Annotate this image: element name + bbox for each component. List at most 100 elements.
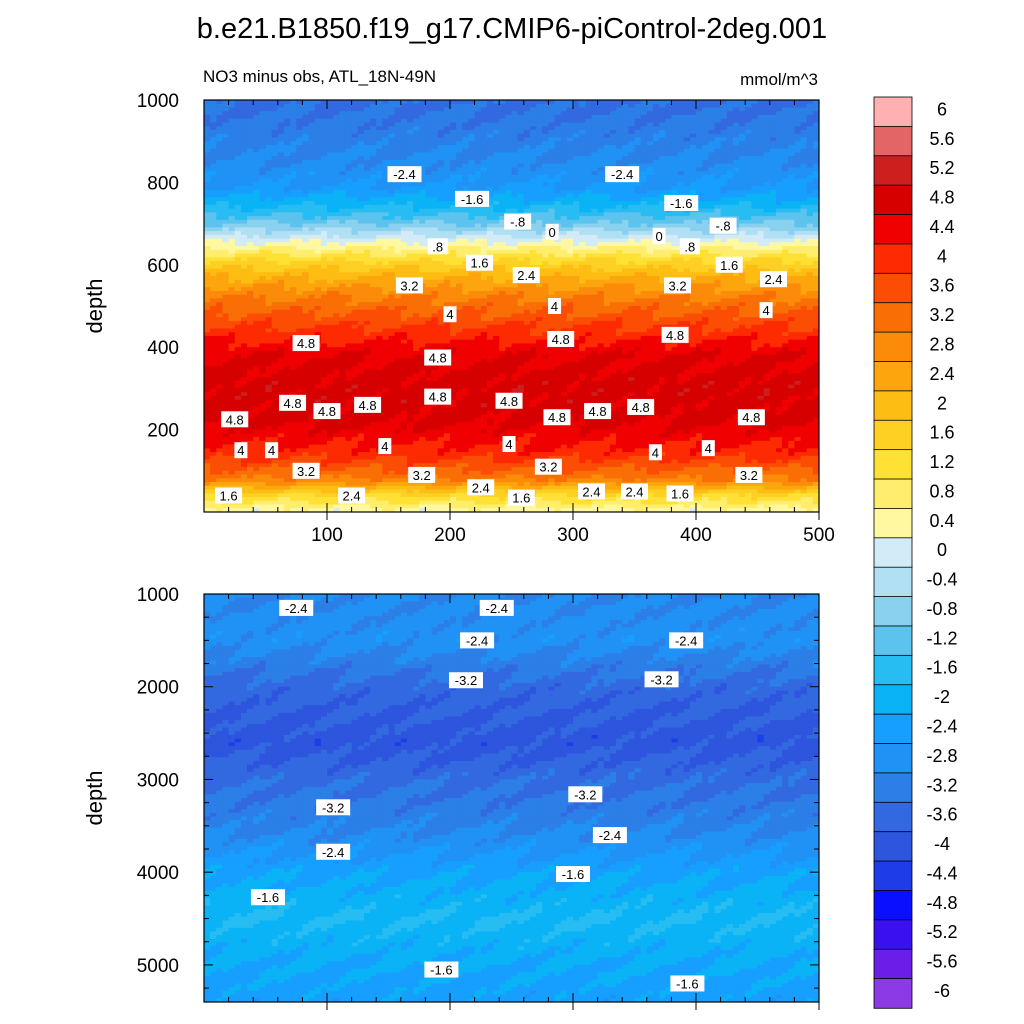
upper-cell <box>406 144 414 150</box>
upper-cell <box>702 152 709 157</box>
upper-cell <box>554 249 562 255</box>
upper-cell <box>616 126 623 131</box>
upper-cell <box>523 156 531 161</box>
upper-cell <box>659 264 666 270</box>
upper-cell <box>253 212 260 217</box>
upper-cell <box>671 186 679 191</box>
upper-cell <box>468 114 476 120</box>
upper-cell <box>253 249 260 255</box>
upper-cell <box>505 141 513 146</box>
upper-cell <box>388 268 396 273</box>
upper-cell <box>806 234 814 240</box>
upper-cell <box>370 111 377 116</box>
upper-cell <box>456 156 463 161</box>
upper-cell <box>437 212 445 217</box>
upper-cell <box>554 276 562 281</box>
upper-cell <box>726 208 734 213</box>
upper-cell <box>708 253 716 258</box>
upper-cell <box>296 279 303 285</box>
upper-cell <box>308 182 316 187</box>
upper-cell <box>253 268 260 273</box>
upper-cell <box>616 212 623 217</box>
upper-cell <box>794 201 802 206</box>
upper-cell <box>566 201 574 206</box>
upper-cell <box>320 189 328 195</box>
upper-cell <box>812 193 819 198</box>
upper-cell <box>320 238 328 243</box>
upper-cell <box>382 156 390 161</box>
upper-cell <box>493 174 500 180</box>
upper-cell <box>548 238 556 243</box>
upper-cell <box>363 111 371 116</box>
upper-cell <box>806 144 814 150</box>
upper-cell <box>308 118 316 124</box>
upper-cell <box>800 126 808 131</box>
upper-cell <box>782 100 789 105</box>
upper-cell <box>548 114 556 120</box>
upper-cell <box>222 189 230 195</box>
upper-cell <box>210 234 217 240</box>
upper-cell <box>277 268 285 273</box>
upper-cell <box>517 186 525 191</box>
upper-cell <box>302 148 310 154</box>
upper-cell <box>782 234 789 240</box>
upper-cell <box>351 103 359 109</box>
upper-cell <box>788 238 795 243</box>
upper-cell <box>536 159 543 165</box>
upper-cell <box>437 107 445 112</box>
upper-cell <box>652 246 660 251</box>
upper-cell <box>462 107 470 112</box>
upper-cell <box>696 100 703 105</box>
upper-cell <box>431 208 439 213</box>
upper-cell <box>702 231 709 236</box>
upper-cell <box>671 144 679 150</box>
upper-cell <box>585 122 593 127</box>
upper-cell <box>652 216 660 221</box>
upper-cell <box>603 118 611 124</box>
upper-cell <box>462 156 470 161</box>
upper-cell <box>357 182 365 187</box>
upper-cell <box>702 279 709 285</box>
upper-cell <box>794 163 802 169</box>
upper-cell <box>240 216 248 221</box>
upper-cell <box>320 249 328 255</box>
upper-cell <box>622 129 629 135</box>
upper-cell <box>370 114 377 120</box>
upper-cell <box>794 242 802 247</box>
upper-cell <box>222 118 230 124</box>
upper-cell <box>677 107 685 112</box>
upper-cell <box>751 253 759 258</box>
upper-cell <box>314 238 322 243</box>
upper-cell <box>210 163 217 169</box>
upper-cell <box>529 182 537 187</box>
upper-cell <box>357 272 365 277</box>
upper-cell <box>591 234 599 240</box>
upper-cell <box>320 133 328 139</box>
upper-cell <box>579 189 586 195</box>
upper-cell <box>523 111 531 116</box>
upper-cell <box>234 137 242 142</box>
upper-cell <box>634 197 642 202</box>
upper-cell <box>782 159 789 165</box>
upper-cell <box>271 249 279 255</box>
upper-cell <box>357 122 365 127</box>
upper-cell <box>505 201 513 206</box>
upper-cell <box>406 231 414 236</box>
upper-cell <box>357 152 365 157</box>
upper-cell <box>665 227 672 232</box>
upper-cell <box>720 242 728 247</box>
upper-cell <box>308 152 316 157</box>
upper-cell <box>333 197 340 202</box>
upper-cell <box>333 223 340 228</box>
upper-cell <box>259 204 267 210</box>
upper-cell <box>794 216 802 221</box>
upper-cell <box>204 276 211 281</box>
upper-cell <box>696 174 703 180</box>
upper-cell <box>732 167 740 172</box>
upper-cell <box>732 141 740 146</box>
upper-cell <box>591 264 599 270</box>
upper-cell <box>794 103 802 109</box>
upper-cell <box>382 268 390 273</box>
upper-cell <box>376 118 383 124</box>
upper-cell <box>382 257 390 262</box>
